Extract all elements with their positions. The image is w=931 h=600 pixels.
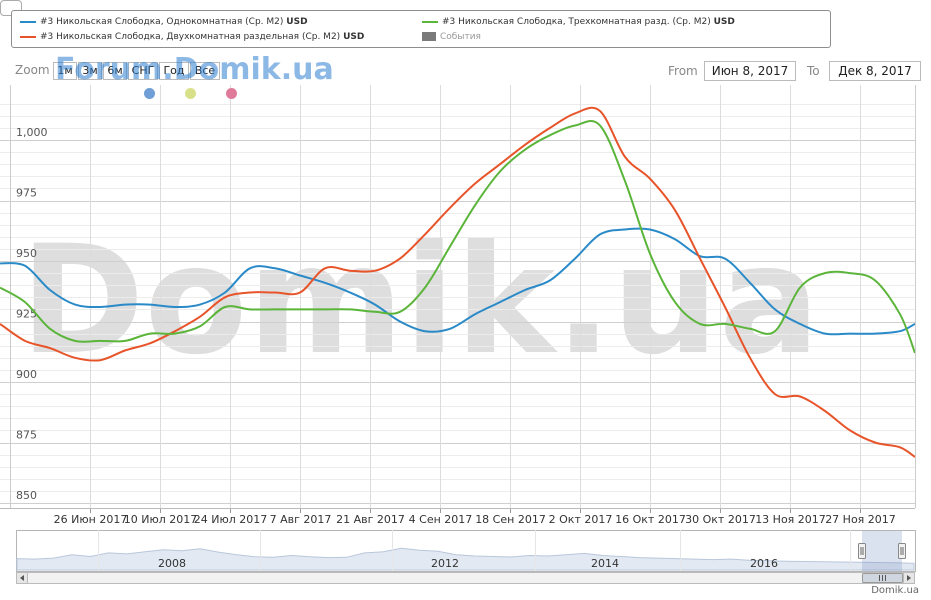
x-tick-label: 26 Июн 2017 xyxy=(54,513,128,526)
x-tick-label: 7 Авг 2017 xyxy=(270,513,332,526)
legend-item-one-room[interactable]: #3 Никольская Слободка, Однокомнатная (С… xyxy=(20,17,308,27)
y-tick-label: 850 xyxy=(16,489,37,502)
zoom-6m-button[interactable]: 6м xyxy=(103,62,127,80)
legend-swatch-events xyxy=(422,32,436,41)
x-tick-label: 4 Сен 2017 xyxy=(409,513,473,526)
navigator-year-label: 2012 xyxy=(431,557,459,570)
legend-unit-three-room: USD xyxy=(713,17,735,27)
navigator-year-label: 2014 xyxy=(591,557,619,570)
range-to-input[interactable]: Дек 8, 2017 xyxy=(829,61,921,81)
zoom-ytd-button[interactable]: СНГ xyxy=(128,62,158,80)
watermark-forum-logo: Forum.Domik.ua xyxy=(55,52,334,87)
event-dot-pink[interactable] xyxy=(226,88,237,99)
legend-label-three-room: #3 Никольская Слободка, Трехкомнатная ра… xyxy=(442,17,711,27)
x-tick-label: 27 Ноя 2017 xyxy=(825,513,896,526)
legend-item-events[interactable]: События xyxy=(422,32,481,42)
x-tick-label: 2 Окт 2017 xyxy=(549,513,613,526)
event-dot-yellow[interactable] xyxy=(185,88,196,99)
zoom-3m-button[interactable]: 3м xyxy=(78,62,102,80)
legend: #3 Никольская Слободка, Однокомнатная (С… xyxy=(11,10,831,48)
legend-unit-two-room: USD xyxy=(343,32,365,42)
y-tick-label: 1,000 xyxy=(16,126,48,139)
legend-swatch-two-room xyxy=(20,35,36,38)
navigator-series-area xyxy=(16,547,915,571)
scroll-left-arrow-icon xyxy=(20,575,24,581)
range-to-label: To xyxy=(807,64,820,78)
legend-unit-one-room: USD xyxy=(286,17,308,27)
navigator-handle-right[interactable] xyxy=(898,543,906,559)
series-line-one-room xyxy=(0,227,915,336)
x-tick-label: 24 Июл 2017 xyxy=(194,513,268,526)
y-tick-label: 975 xyxy=(16,187,37,200)
legend-label-one-room: #3 Никольская Слободка, Однокомнатная (С… xyxy=(40,17,284,27)
x-tick-label: 16 Окт 2017 xyxy=(615,513,686,526)
zoom-1m-button[interactable]: 1м xyxy=(53,62,77,80)
navigator-year-label: 2008 xyxy=(158,557,186,570)
y-tick-label: 950 xyxy=(16,247,37,260)
legend-label-two-room: #3 Никольская Слободка, Двухкомнатная ра… xyxy=(40,32,341,42)
range-from-label: From xyxy=(668,64,698,78)
navigator-year-label: 2016 xyxy=(750,557,778,570)
scroll-right-arrow-icon xyxy=(907,575,911,581)
zoom-all-button[interactable]: Все xyxy=(190,62,220,80)
x-tick-label: 21 Авг 2017 xyxy=(336,513,405,526)
x-tick-label: 18 Сен 2017 xyxy=(475,513,546,526)
x-tick-label: 30 Окт 2017 xyxy=(685,513,756,526)
y-tick-label: 925 xyxy=(16,308,37,321)
legend-swatch-three-room xyxy=(422,20,438,23)
legend-label-events: События xyxy=(440,32,481,42)
series-line-two-room xyxy=(0,106,915,458)
legend-item-three-room[interactable]: #3 Никольская Слободка, Трехкомнатная ра… xyxy=(422,17,735,27)
navigator-selection[interactable] xyxy=(862,531,902,571)
scrollbar-track xyxy=(16,572,915,584)
legend-swatch-one-room xyxy=(20,20,36,23)
y-tick-label: 875 xyxy=(16,429,37,442)
y-tick-label: 900 xyxy=(16,368,37,381)
navigator-handle-left[interactable] xyxy=(858,543,866,559)
series-line-three-room xyxy=(0,119,915,354)
credit-text: Domik.ua xyxy=(871,585,919,596)
range-from-input[interactable]: Июн 8, 2017 xyxy=(704,61,796,81)
event-dot-blue[interactable] xyxy=(144,88,155,99)
x-tick-label: 10 Июл 2017 xyxy=(124,513,198,526)
x-tick-label: 13 Ноя 2017 xyxy=(755,513,826,526)
legend-item-two-room[interactable]: #3 Никольская Слободка, Двухкомнатная ра… xyxy=(20,32,364,42)
zoom-label: Zoom xyxy=(15,63,50,77)
zoom-year-button[interactable]: Год xyxy=(159,62,189,80)
